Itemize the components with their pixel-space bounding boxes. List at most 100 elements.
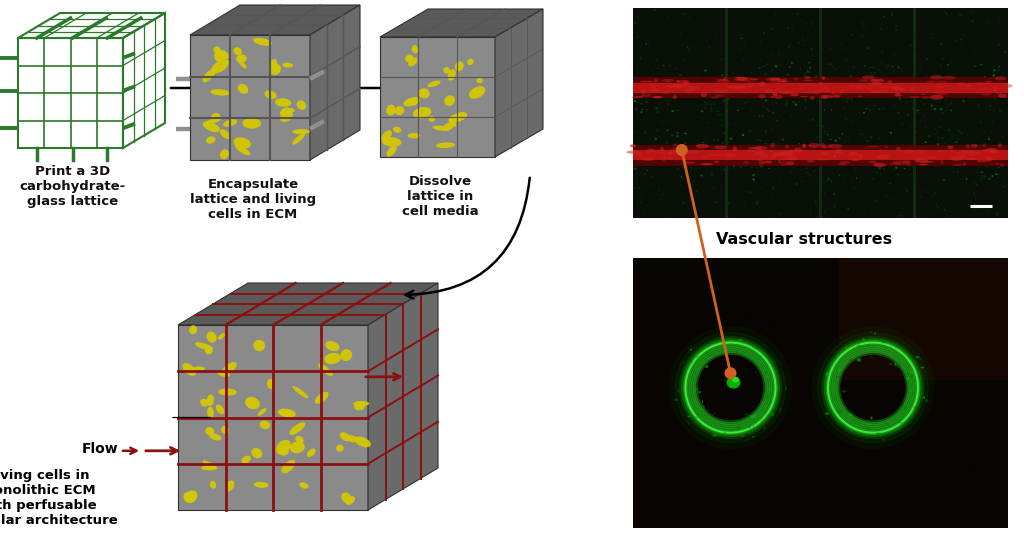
Ellipse shape — [734, 169, 737, 171]
Ellipse shape — [806, 23, 807, 25]
Ellipse shape — [935, 196, 938, 199]
Ellipse shape — [874, 30, 876, 31]
Ellipse shape — [887, 18, 888, 20]
Ellipse shape — [664, 191, 666, 193]
Ellipse shape — [1006, 340, 1007, 341]
Ellipse shape — [916, 177, 918, 178]
Ellipse shape — [476, 78, 483, 83]
Ellipse shape — [678, 34, 680, 36]
Ellipse shape — [270, 59, 278, 68]
Ellipse shape — [816, 125, 818, 127]
Ellipse shape — [644, 173, 646, 175]
Ellipse shape — [893, 160, 906, 165]
Ellipse shape — [785, 144, 788, 149]
Ellipse shape — [725, 187, 727, 188]
Ellipse shape — [855, 170, 857, 172]
Ellipse shape — [681, 176, 682, 177]
Ellipse shape — [964, 185, 965, 188]
Ellipse shape — [869, 67, 871, 68]
Ellipse shape — [702, 56, 703, 57]
Ellipse shape — [925, 437, 926, 439]
Ellipse shape — [790, 149, 794, 153]
Ellipse shape — [770, 96, 775, 98]
Ellipse shape — [842, 107, 844, 110]
Ellipse shape — [878, 389, 880, 392]
Ellipse shape — [988, 138, 990, 141]
Bar — [633, 83, 1008, 93]
Ellipse shape — [826, 133, 828, 136]
Ellipse shape — [894, 138, 895, 139]
Ellipse shape — [846, 41, 847, 42]
Ellipse shape — [978, 92, 979, 94]
Ellipse shape — [685, 103, 686, 104]
Ellipse shape — [699, 412, 703, 415]
Ellipse shape — [877, 316, 878, 317]
Ellipse shape — [918, 63, 921, 66]
Ellipse shape — [289, 108, 295, 113]
Ellipse shape — [978, 167, 980, 169]
Ellipse shape — [307, 449, 315, 457]
Ellipse shape — [984, 281, 986, 283]
Ellipse shape — [811, 48, 813, 50]
Ellipse shape — [634, 187, 636, 189]
Bar — [633, 258, 1008, 528]
Ellipse shape — [776, 119, 778, 122]
Ellipse shape — [768, 179, 769, 181]
Ellipse shape — [896, 147, 901, 151]
Ellipse shape — [840, 143, 842, 144]
Ellipse shape — [956, 150, 969, 155]
Ellipse shape — [881, 149, 883, 151]
Ellipse shape — [882, 438, 885, 441]
Ellipse shape — [796, 21, 797, 22]
Ellipse shape — [851, 129, 852, 130]
Ellipse shape — [988, 178, 991, 179]
Ellipse shape — [997, 127, 999, 130]
Ellipse shape — [639, 187, 640, 189]
Ellipse shape — [910, 96, 911, 97]
Polygon shape — [495, 9, 543, 157]
Ellipse shape — [813, 12, 815, 15]
Ellipse shape — [961, 266, 962, 267]
Ellipse shape — [877, 37, 879, 38]
Ellipse shape — [674, 170, 676, 172]
Ellipse shape — [809, 123, 810, 124]
Ellipse shape — [957, 289, 958, 290]
Ellipse shape — [638, 155, 642, 158]
Ellipse shape — [957, 39, 959, 41]
Ellipse shape — [717, 150, 718, 152]
Ellipse shape — [992, 65, 994, 67]
Ellipse shape — [976, 95, 977, 96]
Ellipse shape — [786, 27, 788, 29]
Ellipse shape — [251, 448, 262, 458]
Ellipse shape — [865, 108, 868, 109]
Ellipse shape — [708, 64, 711, 66]
Ellipse shape — [834, 151, 843, 154]
Ellipse shape — [989, 105, 991, 107]
Ellipse shape — [325, 353, 341, 364]
Ellipse shape — [884, 149, 886, 150]
Ellipse shape — [698, 348, 700, 350]
Ellipse shape — [685, 166, 687, 168]
Ellipse shape — [847, 74, 848, 75]
Ellipse shape — [956, 151, 958, 153]
Ellipse shape — [843, 100, 845, 102]
Ellipse shape — [764, 73, 767, 75]
Ellipse shape — [804, 98, 806, 101]
Ellipse shape — [998, 44, 1000, 46]
Ellipse shape — [998, 143, 1001, 147]
Ellipse shape — [807, 33, 809, 36]
Ellipse shape — [782, 159, 783, 160]
Ellipse shape — [710, 366, 711, 368]
Ellipse shape — [728, 124, 730, 125]
Ellipse shape — [732, 73, 734, 74]
Ellipse shape — [758, 186, 760, 188]
Ellipse shape — [906, 71, 907, 72]
Ellipse shape — [650, 176, 652, 178]
Ellipse shape — [709, 189, 710, 190]
Ellipse shape — [734, 85, 748, 90]
Ellipse shape — [634, 93, 635, 94]
Ellipse shape — [648, 159, 651, 161]
Ellipse shape — [720, 59, 722, 61]
Ellipse shape — [682, 407, 684, 409]
Ellipse shape — [921, 190, 923, 191]
